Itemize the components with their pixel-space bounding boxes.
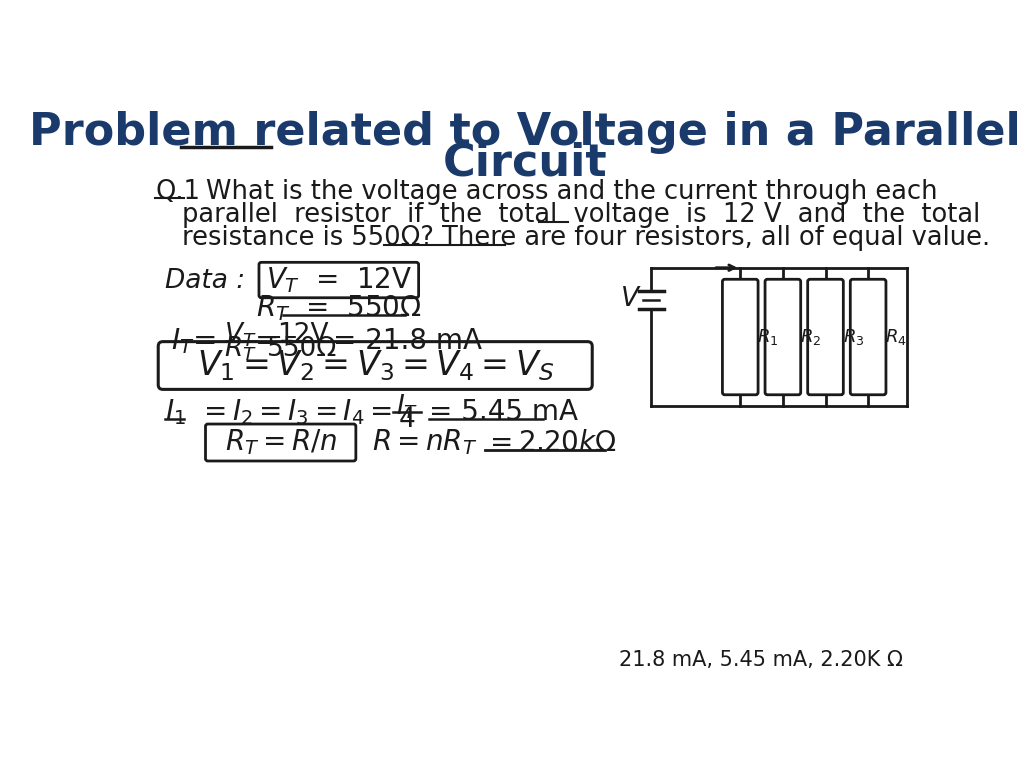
Text: $= I_2 = I_3 = I_4 =$: $= I_2 = I_3 = I_4 =$ xyxy=(198,398,392,427)
Text: $= 2.20k\Omega$: $= 2.20k\Omega$ xyxy=(484,429,617,456)
Text: =: = xyxy=(255,327,280,355)
FancyBboxPatch shape xyxy=(722,280,758,395)
FancyBboxPatch shape xyxy=(159,342,592,389)
Text: $R_T = R/n$: $R_T = R/n$ xyxy=(224,428,337,458)
Text: $R_1$: $R_1$ xyxy=(758,327,778,347)
FancyBboxPatch shape xyxy=(765,280,801,395)
Text: Circuit: Circuit xyxy=(442,141,607,184)
FancyBboxPatch shape xyxy=(259,263,419,298)
Text: = 5.45 mA: = 5.45 mA xyxy=(429,399,578,426)
Text: resistance is 550Ω? There are four resistors, all of equal value.: resistance is 550Ω? There are four resis… xyxy=(182,226,990,251)
FancyBboxPatch shape xyxy=(850,280,886,395)
Text: $I_T$: $I_T$ xyxy=(396,392,418,421)
Text: 21.8 mA, 5.45 mA, 2.20K Ω: 21.8 mA, 5.45 mA, 2.20K Ω xyxy=(620,650,903,670)
FancyBboxPatch shape xyxy=(808,280,844,395)
Text: parallel  resistor  if  the  total  voltage  is  12 V  and  the  total: parallel resistor if the total voltage i… xyxy=(182,202,981,228)
Text: $R = n R_T$: $R = n R_T$ xyxy=(372,428,477,458)
FancyBboxPatch shape xyxy=(206,424,356,461)
Text: $R_T$: $R_T$ xyxy=(224,334,257,362)
Text: = 21.8 mA: = 21.8 mA xyxy=(334,327,482,355)
Text: What is the voltage across and the current through each: What is the voltage across and the curre… xyxy=(206,179,937,205)
Text: $R_4$: $R_4$ xyxy=(885,327,907,347)
Text: $I_1$: $I_1$ xyxy=(165,398,186,427)
Text: $V_T$  =  12V: $V_T$ = 12V xyxy=(265,265,412,295)
Text: Problem related to Voltage in a Parallel: Problem related to Voltage in a Parallel xyxy=(29,111,1021,154)
Text: 4: 4 xyxy=(398,407,416,433)
Text: $I_T$: $I_T$ xyxy=(171,326,194,356)
Text: $V_1 = V_2 = V_3 = V_4 = V_S$: $V_1 = V_2 = V_3 = V_4 = V_S$ xyxy=(197,348,554,383)
Text: $R_T$  =  550Ω: $R_T$ = 550Ω xyxy=(256,293,422,323)
Text: $R_3$: $R_3$ xyxy=(843,327,864,347)
Text: V: V xyxy=(622,286,639,312)
Text: 12V: 12V xyxy=(276,322,328,348)
Text: $R_2$: $R_2$ xyxy=(800,327,821,347)
Text: =: = xyxy=(194,327,218,355)
Text: 550Ω: 550Ω xyxy=(267,336,338,362)
Text: Data :: Data : xyxy=(165,268,246,294)
Text: Q.1: Q.1 xyxy=(155,179,200,205)
Text: $V_T$: $V_T$ xyxy=(224,320,257,349)
